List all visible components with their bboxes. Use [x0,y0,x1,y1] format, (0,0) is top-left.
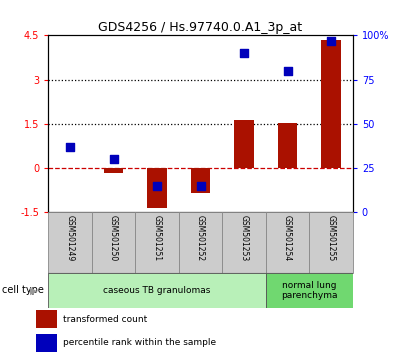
Point [328,38,334,44]
Bar [104,168,123,173]
Text: transformed count: transformed count [63,314,147,324]
Text: GSM501251: GSM501251 [152,215,162,262]
Point [154,183,160,189]
Bar [48,273,266,308]
Bar [266,273,353,308]
Bar [179,212,222,273]
Bar [309,212,353,273]
Point [110,156,117,162]
Bar [147,168,167,208]
Text: GSM501249: GSM501249 [66,215,75,262]
Text: GSM501254: GSM501254 [283,215,292,262]
Text: GSM501252: GSM501252 [196,215,205,262]
Text: cell type: cell type [2,285,44,295]
Point [67,144,74,150]
Title: GDS4256 / Hs.97740.0.A1_3p_at: GDS4256 / Hs.97740.0.A1_3p_at [98,21,303,34]
Bar [266,212,309,273]
Point [197,183,204,189]
Bar [92,212,135,273]
Bar [135,212,179,273]
Point [241,50,247,56]
Bar [36,334,57,352]
Text: GSM501255: GSM501255 [327,215,336,262]
Bar [234,120,254,168]
Bar [48,212,92,273]
Text: percentile rank within the sample: percentile rank within the sample [63,338,216,348]
Bar [222,212,266,273]
Bar [36,310,57,328]
Text: ▶: ▶ [30,285,38,295]
Point [284,68,291,74]
Text: caseous TB granulomas: caseous TB granulomas [103,286,211,295]
Bar [278,123,297,168]
Bar [191,168,210,193]
Text: GSM501253: GSM501253 [239,215,249,262]
Text: normal lung
parenchyma: normal lung parenchyma [281,281,338,300]
Text: GSM501250: GSM501250 [109,215,118,262]
Bar [321,40,341,168]
